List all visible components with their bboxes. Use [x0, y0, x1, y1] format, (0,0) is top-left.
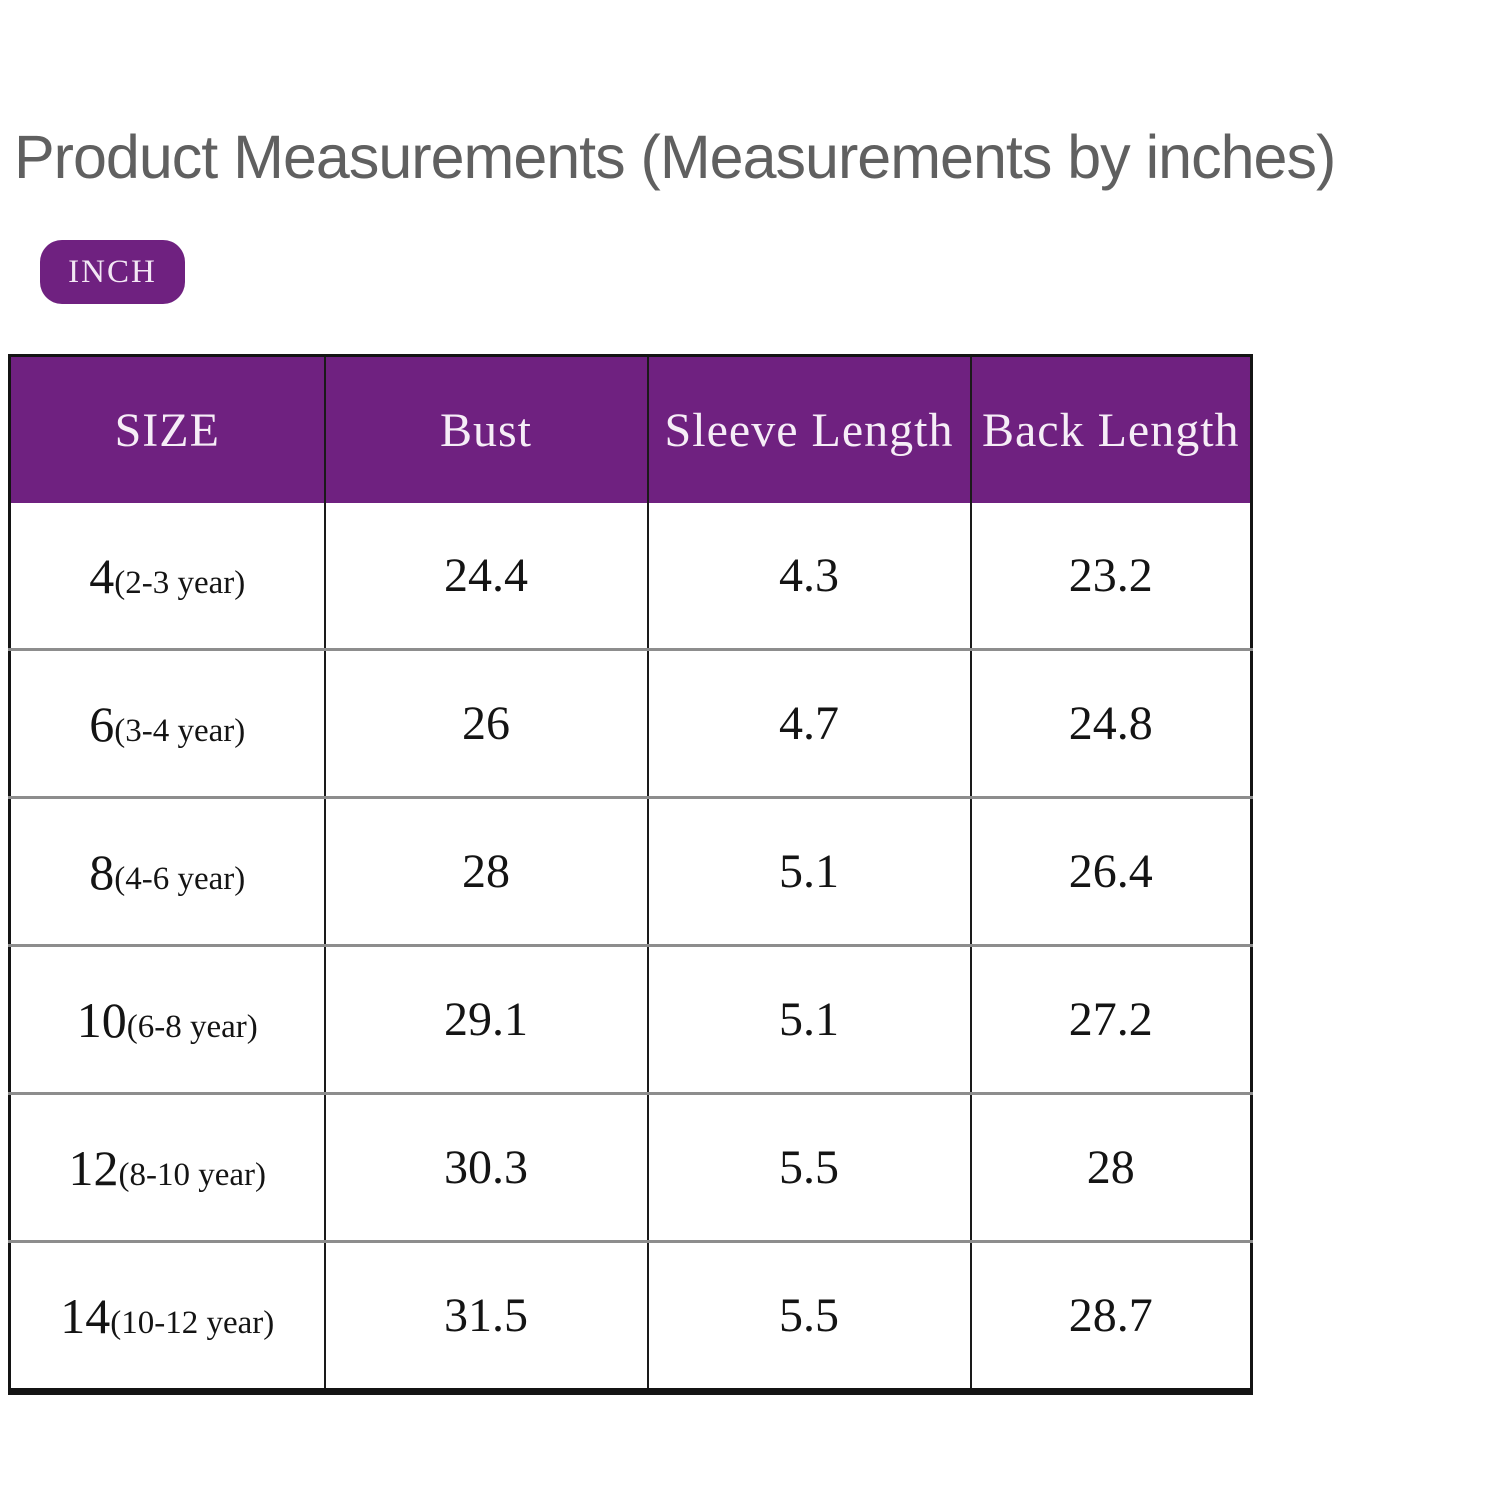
header-back-length: Back Length [969, 355, 1252, 503]
back-length-cell: 28.7 [969, 1240, 1252, 1392]
header-sleeve-length: Sleeve Length [646, 355, 971, 503]
bust-cell: 26 [323, 648, 648, 798]
size-value: 12 [68, 1139, 119, 1196]
size-cell: 4(2-3 year) [9, 503, 325, 650]
back-length-cell: 28 [969, 1092, 1252, 1242]
sleeve-length-cell: 4.3 [646, 503, 971, 650]
size-age-range: (6-8 year) [126, 1008, 258, 1045]
size-cell: 10(6-8 year) [9, 944, 325, 1094]
sleeve-length-cell: 4.7 [646, 648, 971, 798]
size-age-range: (8-10 year) [118, 1156, 266, 1193]
size-age-range: (2-3 year) [114, 564, 246, 601]
table-row: 10(6-8 year) 29.1 5.1 27.2 [9, 944, 1252, 1094]
table-row: 12(8-10 year) 30.3 5.5 28 [9, 1092, 1252, 1242]
size-cell: 8(4-6 year) [9, 796, 325, 946]
size-age-range: (10-12 year) [110, 1304, 275, 1341]
back-length-cell: 24.8 [969, 648, 1252, 798]
sleeve-length-cell: 5.1 [646, 796, 971, 946]
header-size: SIZE [9, 355, 325, 503]
table-row: 8(4-6 year) 28 5.1 26.4 [9, 796, 1252, 946]
size-value: 8 [89, 843, 115, 900]
size-cell: 14(10-12 year) [9, 1240, 325, 1392]
size-age-range: (3-4 year) [114, 712, 246, 749]
size-value: 4 [89, 547, 115, 604]
size-cell: 12(8-10 year) [9, 1092, 325, 1242]
size-value: 14 [60, 1287, 111, 1344]
back-length-cell: 27.2 [969, 944, 1252, 1094]
table-row: 14(10-12 year) 31.5 5.5 28.7 [9, 1240, 1252, 1392]
bust-cell: 31.5 [323, 1240, 648, 1392]
page-title: Product Measurements (Measurements by in… [14, 123, 1336, 191]
size-cell: 6(3-4 year) [9, 648, 325, 798]
back-length-cell: 23.2 [969, 503, 1252, 650]
size-value: 6 [89, 695, 115, 752]
table-row: 4(2-3 year) 24.4 4.3 23.2 [9, 503, 1252, 650]
size-value: 10 [76, 991, 127, 1048]
back-length-cell: 26.4 [969, 796, 1252, 946]
bust-cell: 28 [323, 796, 648, 946]
table-row: 6(3-4 year) 26 4.7 24.8 [9, 648, 1252, 798]
bust-cell: 30.3 [323, 1092, 648, 1242]
sleeve-length-cell: 5.1 [646, 944, 971, 1094]
unit-inch-button[interactable]: INCH [40, 240, 185, 304]
bust-cell: 24.4 [323, 503, 648, 650]
sleeve-length-cell: 5.5 [646, 1240, 971, 1392]
bust-cell: 29.1 [323, 944, 648, 1094]
table-header-row: SIZE Bust Sleeve Length Back Length [9, 355, 1252, 503]
size-age-range: (4-6 year) [114, 860, 246, 897]
sleeve-length-cell: 5.5 [646, 1092, 971, 1242]
header-bust: Bust [323, 355, 648, 503]
size-chart-table: SIZE Bust Sleeve Length Back Length 4(2-… [8, 354, 1253, 1395]
